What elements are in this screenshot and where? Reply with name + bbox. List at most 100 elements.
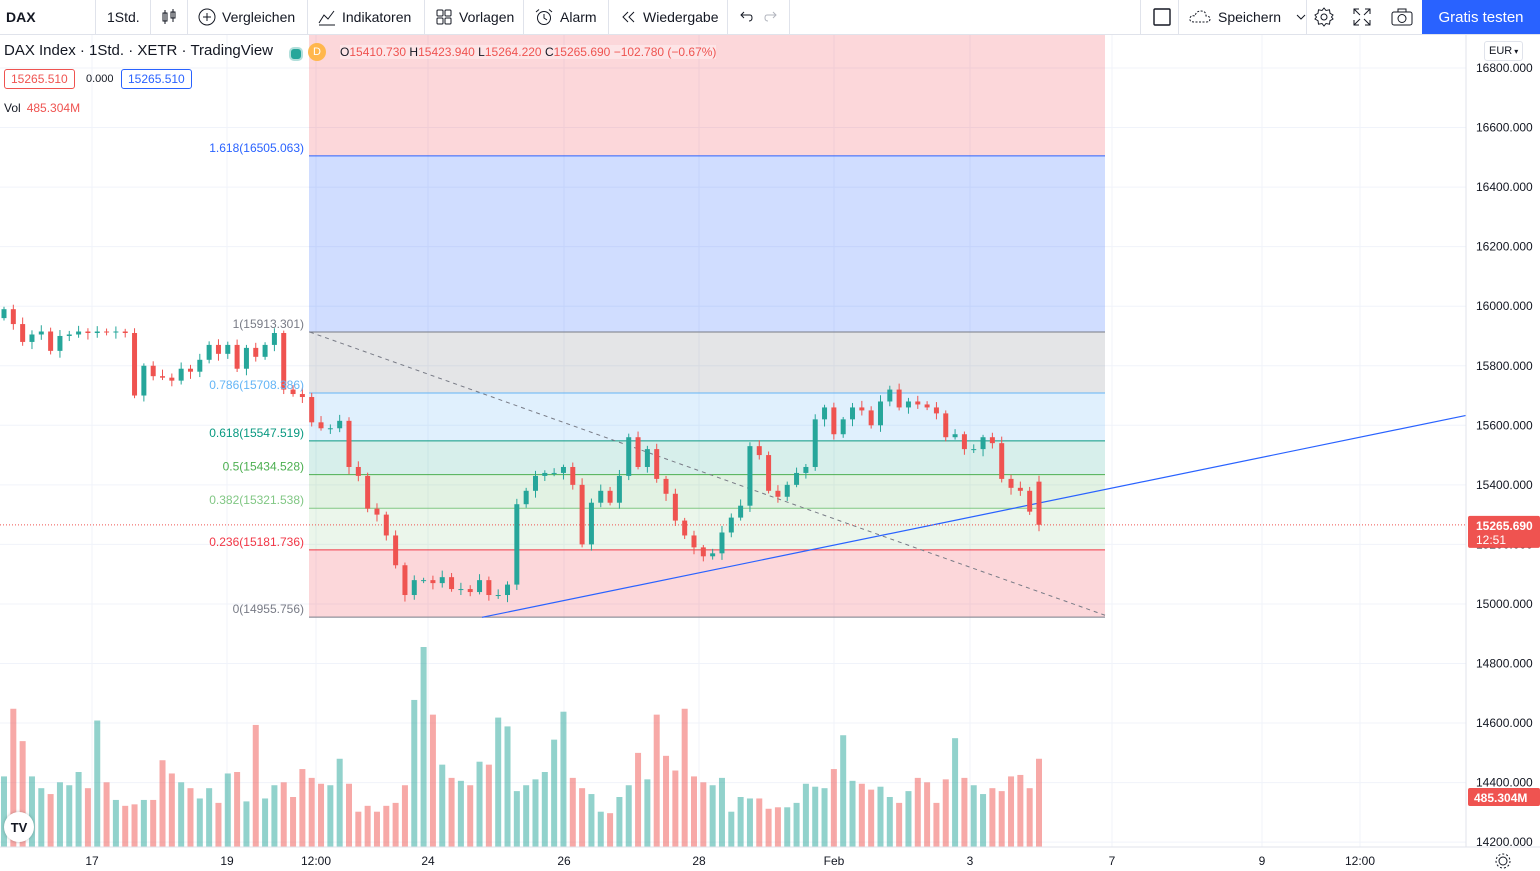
volume-bar [551, 739, 558, 847]
candle-body [337, 420, 343, 429]
market-status-icon[interactable] [289, 47, 303, 61]
candle-body [262, 344, 268, 357]
candle-body [728, 517, 734, 533]
volume-bar [579, 788, 586, 847]
candle-body [523, 490, 529, 505]
fullscreen-button[interactable] [1352, 0, 1378, 34]
candle-body [299, 394, 305, 398]
candle-body [626, 437, 632, 476]
divider [523, 0, 524, 34]
volume-bar [401, 785, 408, 847]
price-tick-label: 14600.000 [1476, 716, 1533, 730]
divider [95, 0, 96, 34]
replay-button[interactable]: Wiedergabe [619, 0, 719, 34]
volume-bar [84, 788, 91, 847]
volume-bar [952, 738, 959, 847]
candle-body [160, 376, 166, 378]
snapshot-button[interactable] [1390, 0, 1420, 34]
currency-label: EUR [1489, 45, 1513, 57]
templates-button[interactable]: Vorlagen [435, 0, 514, 34]
candle-body [784, 484, 790, 497]
candle-body [281, 332, 287, 390]
time-tick-label: 12:00 [301, 854, 331, 868]
volume-bar [691, 776, 697, 847]
templates-grid-icon [436, 9, 452, 25]
candlesticks [1, 304, 1042, 603]
price-chart[interactable]: 1.618(16505.063) 1(15913.301) 0.786(15708.… [0, 35, 1540, 871]
volume-bar [373, 811, 380, 847]
volume-bar [858, 783, 865, 847]
tradingview-logo[interactable]: TV [4, 812, 34, 842]
time-axis: 17 19 12:00 24 26 28 Feb 3 7 9 12:00 [0, 846, 1540, 871]
price-axis-background [1466, 35, 1540, 871]
settings-button[interactable] [1313, 0, 1341, 34]
candle-body [738, 505, 744, 518]
delay-badge-label: D [313, 46, 321, 58]
chevron-down-icon: ▾ [1514, 46, 1519, 56]
fib-zone [309, 549, 1105, 618]
fib-zone [309, 393, 1105, 441]
volume-bar [476, 761, 483, 847]
candle-body [943, 413, 949, 438]
indicators-button[interactable]: Indikatoren [318, 0, 411, 34]
replay-label: Wiedergabe [643, 9, 719, 25]
candle-body [486, 580, 492, 596]
volume-bar [346, 783, 352, 847]
sell-price-box[interactable]: 15265.510 [4, 69, 75, 89]
candle-body [840, 419, 846, 435]
time-tick-label: 9 [1259, 854, 1266, 868]
candle-body [682, 520, 688, 536]
try-free-button[interactable]: Gratis testen [1422, 0, 1540, 34]
symbol-search[interactable]: DAX [6, 0, 36, 34]
high-value: 15423.940 [418, 45, 475, 59]
save-label: Speichern [1218, 9, 1282, 25]
divider [150, 0, 151, 34]
candle-body [10, 309, 16, 325]
candle-body [579, 484, 585, 545]
compare-button[interactable]: Vergleichen [198, 0, 295, 34]
redo-button[interactable] [764, 0, 786, 34]
volume-bar [728, 811, 735, 847]
currency-selector[interactable]: EUR ▾ [1484, 41, 1524, 61]
chart-type-button[interactable] [160, 0, 184, 34]
candle-body [318, 422, 324, 429]
candle-body [76, 331, 82, 335]
save-button[interactable]: Speichern [1188, 0, 1313, 34]
open-value: 15410.730 [349, 45, 407, 59]
top-toolbar: DAX 1Std. Vergleichen Indikatoren Vorlag… [0, 0, 1540, 35]
last-price-value: 15265.690 [1476, 519, 1533, 533]
fib-level-label: 1(15913.301) [233, 317, 304, 331]
buy-price-box[interactable]: 15265.510 [121, 69, 192, 89]
divider [187, 0, 188, 34]
alert-button[interactable]: Alarm [534, 0, 597, 34]
candle-body [430, 580, 436, 584]
volume-bar [47, 794, 54, 847]
volume-bar [625, 785, 632, 847]
axis-settings-gear-icon [1495, 853, 1511, 869]
candle-body [719, 532, 725, 554]
candle-body [85, 331, 91, 333]
interval-button[interactable]: 1Std. [107, 0, 140, 34]
candle-body [20, 324, 26, 342]
candle-body [327, 428, 333, 430]
candle-body [663, 478, 669, 494]
divider [789, 0, 790, 34]
volume-bar [942, 779, 949, 847]
data-delay-badge[interactable]: D [308, 43, 326, 61]
volume-bar [103, 782, 110, 847]
volume-bar [38, 788, 45, 847]
price-tick-label: 14800.000 [1476, 657, 1533, 671]
price-axis: 16800.000 16600.000 16400.000 16200.000 1600… [1465, 35, 1540, 871]
volume-bar [457, 780, 464, 847]
volume-bar [877, 786, 884, 847]
volume-bar [28, 776, 35, 847]
volume-bar [989, 788, 996, 847]
undo-button[interactable] [737, 0, 759, 34]
candle-body [271, 332, 277, 345]
camera-icon [1391, 8, 1413, 26]
candle-body [644, 449, 650, 467]
layout-button[interactable] [1152, 0, 1178, 34]
candle-body [449, 577, 455, 590]
candle-body [710, 553, 716, 557]
volume-bar [429, 714, 436, 847]
